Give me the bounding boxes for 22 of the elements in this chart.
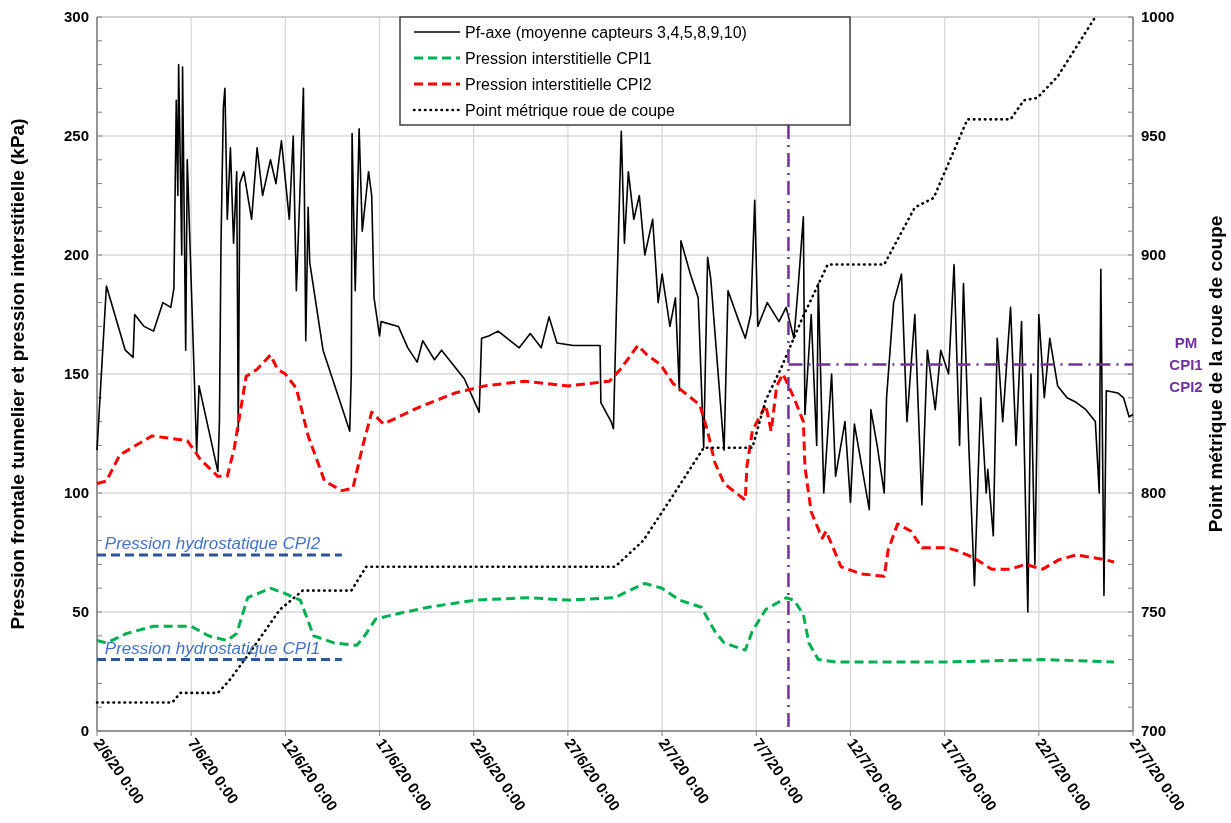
legend-label: Pression interstitielle CPI2	[465, 75, 652, 93]
y2-tick-label: 950	[1141, 127, 1167, 145]
y2-tick-label: 900	[1141, 246, 1167, 264]
annotation: Pression hydrostatique CPI2	[104, 533, 321, 553]
ref-line-label: PM CPI1 CPI2	[1169, 334, 1203, 396]
y-tick-label: 300	[63, 8, 89, 26]
y2-tick-label: 800	[1141, 484, 1167, 502]
y-tick-label: 100	[63, 484, 89, 502]
y2-tick-label: 1000	[1141, 8, 1175, 26]
annotation: Pression hydrostatique CPI1	[104, 638, 321, 658]
y-tick-label: 50	[72, 603, 89, 621]
y-axis-title: Pression frontale tunnelier et pression interstitielle (kPa)	[7, 118, 28, 630]
y-tick-label: 150	[63, 365, 89, 383]
legend-label: Point métrique roue de coupe	[465, 101, 676, 119]
legend-label: Pf-axe (moyenne capteurs 3,4,5,8,9,10)	[465, 23, 747, 41]
y-tick-label: 200	[63, 246, 89, 264]
y-tick-label: 0	[80, 722, 89, 740]
y2-axis-title: Point métrique de la roue de coupe	[1205, 215, 1226, 533]
y-tick-label: 250	[63, 127, 89, 145]
legend-label: Pression interstitielle CPI1	[465, 49, 652, 67]
y2-tick-label: 750	[1141, 603, 1167, 621]
y2-tick-label: 700	[1141, 722, 1167, 740]
